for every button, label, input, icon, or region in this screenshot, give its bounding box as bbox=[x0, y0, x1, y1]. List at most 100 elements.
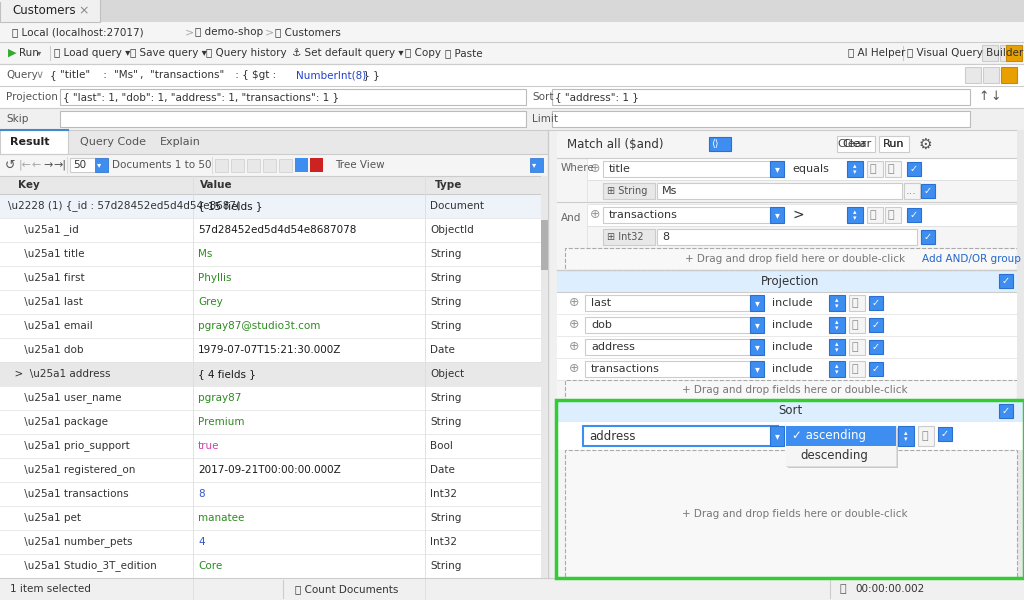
Bar bbox=[657, 183, 902, 199]
Bar bbox=[829, 295, 845, 311]
Bar bbox=[0, 290, 548, 314]
Text: Tree View: Tree View bbox=[335, 160, 385, 170]
Bar bbox=[750, 361, 764, 377]
Text: 📊 Visual Query Builder: 📊 Visual Query Builder bbox=[907, 48, 1023, 58]
Text: String: String bbox=[430, 273, 462, 283]
Text: ✓: ✓ bbox=[872, 364, 880, 374]
Text: ▾: ▾ bbox=[774, 210, 779, 220]
Text: include: include bbox=[772, 320, 813, 330]
Text: String: String bbox=[430, 417, 462, 427]
Text: ▾: ▾ bbox=[853, 169, 857, 175]
Text: {: { bbox=[50, 70, 59, 80]
Bar bbox=[0, 194, 548, 218]
Text: →|: →| bbox=[53, 160, 66, 170]
Bar bbox=[310, 158, 323, 172]
Text: + Drag and drop field here or double-click: + Drag and drop field here or double-cli… bbox=[685, 254, 905, 264]
Text: 📋 Customers: 📋 Customers bbox=[275, 27, 341, 37]
Bar bbox=[557, 292, 1024, 314]
Text: ObjectId: ObjectId bbox=[430, 225, 474, 235]
Bar bbox=[907, 162, 921, 176]
Text: String: String bbox=[430, 321, 462, 331]
Text: ✓: ✓ bbox=[910, 164, 919, 174]
Bar bbox=[918, 426, 934, 446]
Bar bbox=[60, 111, 526, 127]
Text: Int32: Int32 bbox=[430, 537, 457, 547]
Bar bbox=[829, 361, 845, 377]
Text: String: String bbox=[430, 297, 462, 307]
Text: ⊕: ⊕ bbox=[569, 340, 580, 353]
Text: \u25a1 _id: \u25a1 _id bbox=[8, 224, 79, 235]
Bar bbox=[907, 208, 921, 222]
Text: ▴: ▴ bbox=[904, 430, 907, 436]
Bar bbox=[0, 242, 548, 266]
Text: 00:00:00.002: 00:00:00.002 bbox=[855, 584, 925, 594]
Bar bbox=[0, 266, 548, 290]
Bar bbox=[921, 184, 935, 198]
Text: Int32: Int32 bbox=[430, 489, 457, 499]
Text: title: title bbox=[609, 164, 631, 174]
Bar bbox=[770, 207, 784, 223]
Bar bbox=[869, 296, 883, 310]
Text: ⊕: ⊕ bbox=[569, 319, 580, 331]
Text: Run: Run bbox=[883, 139, 904, 149]
Bar bbox=[709, 137, 731, 151]
Text: Type: Type bbox=[435, 180, 463, 190]
Bar bbox=[1017, 130, 1024, 578]
Bar bbox=[898, 426, 914, 446]
Text: ▾: ▾ bbox=[755, 364, 760, 374]
Text: Phyllis: Phyllis bbox=[198, 273, 231, 283]
Text: \u25a1 number_pets: \u25a1 number_pets bbox=[8, 536, 132, 547]
Text: { 4 fields }: { 4 fields } bbox=[198, 369, 256, 379]
Bar bbox=[279, 159, 292, 172]
Text: ×: × bbox=[78, 4, 88, 17]
Text: include: include bbox=[772, 364, 813, 374]
Text: Match all ($and): Match all ($and) bbox=[567, 137, 664, 151]
Text: { "address": 1 }: { "address": 1 } bbox=[555, 92, 639, 102]
Text: \u25a1 title: \u25a1 title bbox=[8, 249, 85, 259]
Bar bbox=[788, 428, 898, 468]
Text: 8: 8 bbox=[662, 232, 669, 242]
Text: String: String bbox=[430, 393, 462, 403]
Bar bbox=[847, 161, 863, 177]
Text: Date: Date bbox=[430, 465, 455, 475]
Bar bbox=[231, 159, 244, 172]
Text: ▾: ▾ bbox=[532, 160, 537, 169]
Text: ...: ... bbox=[906, 186, 916, 196]
Bar bbox=[263, 159, 276, 172]
Text: ▾: ▾ bbox=[755, 320, 760, 330]
Text: equals: equals bbox=[792, 164, 828, 174]
Bar bbox=[603, 161, 778, 177]
Text: ⊕: ⊕ bbox=[569, 430, 580, 443]
Text: 1 item selected: 1 item selected bbox=[10, 584, 91, 594]
Text: ✓: ✓ bbox=[941, 429, 949, 439]
Bar bbox=[565, 380, 1017, 400]
Text: String: String bbox=[430, 249, 462, 259]
Bar bbox=[0, 154, 548, 176]
Text: ⧉: ⧉ bbox=[870, 164, 877, 174]
Text: Ms: Ms bbox=[198, 249, 212, 259]
Text: 🗑: 🗑 bbox=[852, 342, 859, 352]
Text: ⏱: ⏱ bbox=[840, 584, 847, 594]
Text: 🗑: 🗑 bbox=[888, 164, 895, 174]
Bar bbox=[603, 183, 655, 199]
Text: ⧉: ⧉ bbox=[870, 210, 877, 220]
Text: ✓: ✓ bbox=[1002, 276, 1010, 286]
Bar bbox=[0, 86, 1024, 108]
Bar bbox=[0, 0, 100, 2]
Text: + Drag and drop fields here or double-click: + Drag and drop fields here or double-cl… bbox=[682, 385, 908, 395]
Text: 📋 Paste: 📋 Paste bbox=[445, 48, 482, 58]
Text: ✓ ascending: ✓ ascending bbox=[792, 430, 866, 443]
Bar bbox=[0, 482, 548, 506]
Bar bbox=[70, 158, 108, 172]
Text: 🗑: 🗑 bbox=[921, 431, 928, 441]
Text: 🗄 demo-shop: 🗄 demo-shop bbox=[195, 27, 263, 37]
Bar bbox=[982, 45, 998, 61]
Text: ▴: ▴ bbox=[836, 363, 839, 369]
Bar bbox=[849, 339, 865, 355]
Text: Query Code: Query Code bbox=[80, 137, 146, 147]
Bar bbox=[585, 361, 757, 377]
Text: ↺: ↺ bbox=[5, 158, 15, 172]
Text: \u25a1 first: \u25a1 first bbox=[8, 273, 85, 283]
Bar bbox=[557, 314, 1024, 336]
Text: Document: Document bbox=[430, 201, 484, 211]
